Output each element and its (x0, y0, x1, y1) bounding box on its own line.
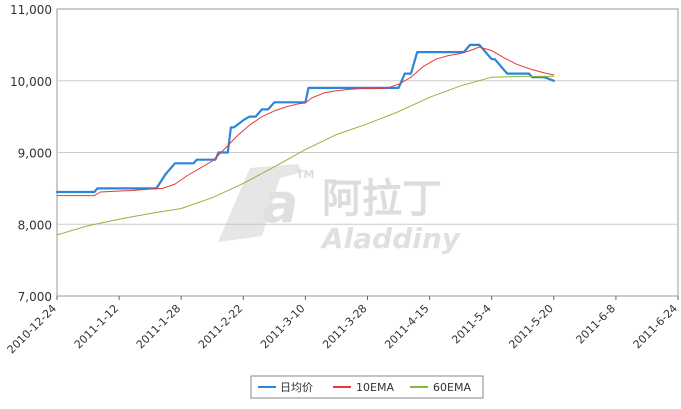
legend: 日均价 10EMA 60EMA (250, 375, 484, 399)
series-line-2 (56, 75, 555, 236)
legend-label-1: 10EMA (356, 381, 394, 394)
series-layer (55, 43, 555, 236)
x-tick-label: 2011-3-28 (320, 302, 369, 351)
y-tick-label: 11,000 (10, 3, 52, 17)
y-tick-label: 10,000 (10, 75, 52, 89)
x-tick-label: 2011-1-12 (72, 302, 121, 351)
y-tick-label: 8,000 (18, 218, 52, 232)
legend-label-2: 60EMA (433, 381, 471, 394)
x-tick-label: 2011-1-28 (134, 302, 183, 351)
watermark-chinese: 阿拉丁 (322, 176, 442, 222)
watermark-english: Aladdiny (320, 222, 462, 255)
grid-layer (57, 80, 678, 225)
x-tick-label: 2011-3-10 (258, 302, 307, 351)
x-tick-label: 2010-12-24 (5, 302, 59, 356)
legend-label-0: 日均价 (280, 381, 313, 394)
watermark-logo-icon (218, 164, 302, 242)
x-tick-label: 2011-5-20 (506, 302, 555, 351)
legend-box (250, 375, 484, 399)
y-tick-label: 9,000 (18, 147, 52, 161)
x-tick-label: 2011-4-15 (382, 302, 431, 351)
watermark-tm: TM (296, 168, 314, 181)
watermark-logo-mark: a (262, 172, 298, 235)
series-line-1 (56, 46, 555, 197)
x-tick-label: 2011-6-24 (631, 302, 680, 351)
x-tick-label: 2011-6-8 (574, 302, 619, 347)
x-tick-label: 2011-5-4 (449, 302, 494, 347)
watermark: a TM 阿拉丁 Aladdiny (218, 164, 462, 255)
series-line-0 (55, 43, 555, 194)
x-tick-label: 2011-2-22 (196, 302, 245, 351)
y-tick-label: 7,000 (18, 290, 52, 304)
